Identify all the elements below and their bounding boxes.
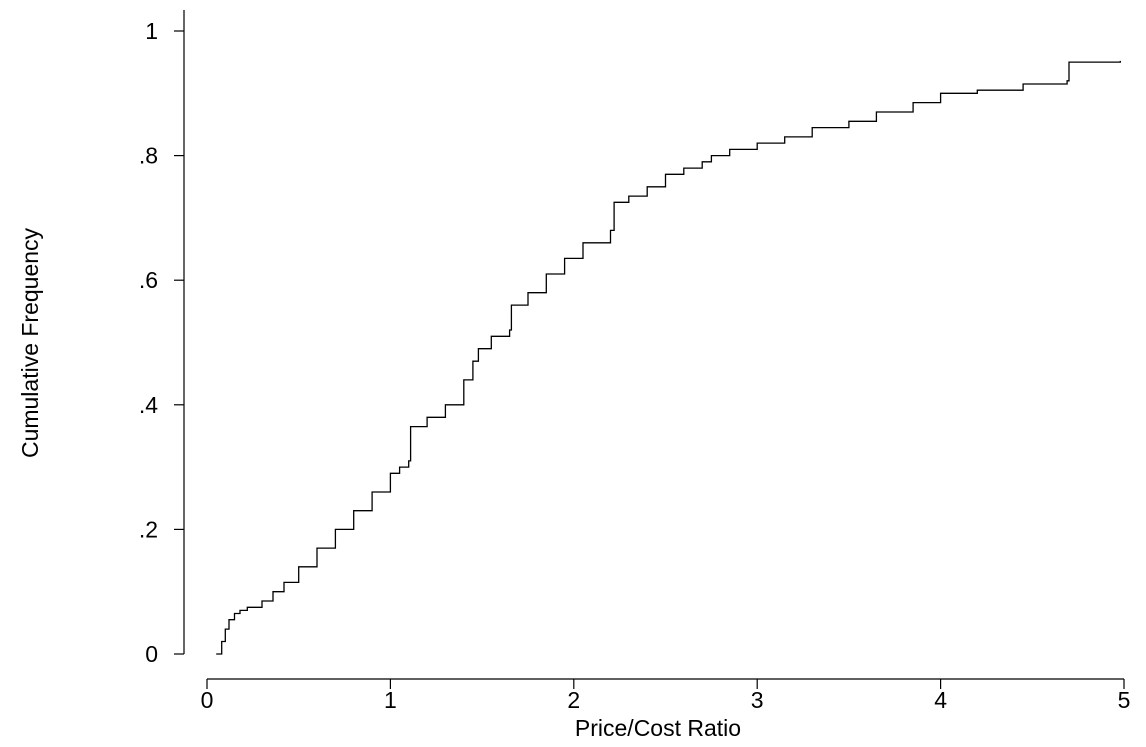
y-tick-label: 1 bbox=[145, 18, 158, 44]
y-tick-label: .8 bbox=[139, 143, 158, 169]
x-tick-label: 1 bbox=[384, 687, 397, 713]
x-axis-title: Price/Cost Ratio bbox=[575, 715, 741, 741]
x-tick-label: 4 bbox=[934, 687, 947, 713]
y-tick-label: .6 bbox=[139, 267, 158, 293]
cumulative-frequency-line bbox=[216, 61, 1120, 654]
series-layer bbox=[216, 61, 1120, 654]
y-tick-label: .2 bbox=[139, 516, 158, 542]
x-tick-label: 3 bbox=[751, 687, 764, 713]
x-ticks: 0 1 2 3 4 5 bbox=[201, 679, 1131, 713]
axes bbox=[184, 10, 1124, 679]
x-tick-label: 2 bbox=[567, 687, 580, 713]
x-tick-label: 0 bbox=[201, 687, 214, 713]
y-ticks: 0 .2 .4 .6 .8 1 bbox=[139, 18, 184, 667]
y-tick-label: .4 bbox=[139, 392, 158, 418]
y-tick-label: 0 bbox=[145, 641, 158, 667]
y-axis-title: Cumulative Frequency bbox=[17, 227, 43, 458]
x-tick-label: 5 bbox=[1118, 687, 1131, 713]
